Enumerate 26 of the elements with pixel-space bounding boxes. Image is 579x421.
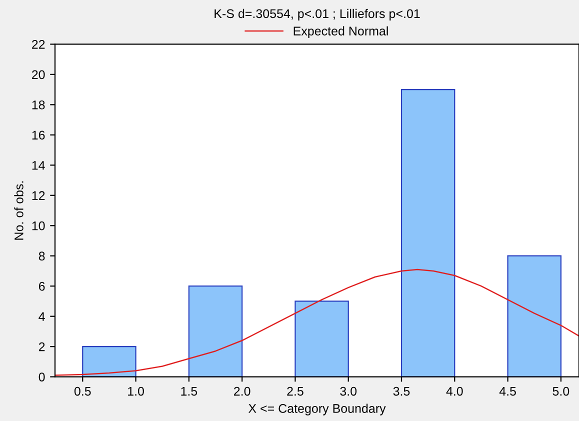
y-axis-title: No. of obs.	[14, 181, 24, 240]
y-tick-label: 20	[32, 70, 45, 80]
chart-title: K-S d=.30554, p<.01 ; Lilliefors p<.01	[214, 8, 420, 21]
y-tick-label: 16	[32, 130, 45, 140]
x-tick-label: 5.0	[552, 386, 570, 396]
x-tick-label: 1.0	[128, 386, 144, 396]
y-tick-label: 6	[38, 282, 45, 291]
y-tick-label: 14	[32, 161, 45, 170]
y-tick-label: 12	[32, 191, 45, 200]
y-tick-label: 0	[38, 372, 45, 382]
y-tick-label: 8	[38, 252, 45, 261]
x-axis-title: X <= Category Boundary	[248, 404, 386, 416]
x-tick-label: 2.0	[234, 386, 250, 396]
x-tick-label: 4.5	[499, 386, 516, 396]
y-tick-label: 10	[32, 221, 45, 230]
y-tick-label: 4	[38, 312, 45, 321]
x-tick-label: 0.5	[74, 386, 91, 396]
x-tick-label: 3.0	[340, 386, 357, 396]
x-tick-label: 3.5	[393, 386, 410, 396]
x-tick-label: 2.5	[287, 386, 304, 396]
y-tick-label: 2	[38, 342, 45, 352]
legend-label: Expected Normal	[294, 26, 388, 38]
y-tick-label: 22	[32, 40, 45, 49]
y-tick-label: 18	[32, 100, 45, 110]
x-tick-label: 1.5	[181, 386, 198, 396]
x-tick-label: 4.0	[446, 386, 463, 396]
